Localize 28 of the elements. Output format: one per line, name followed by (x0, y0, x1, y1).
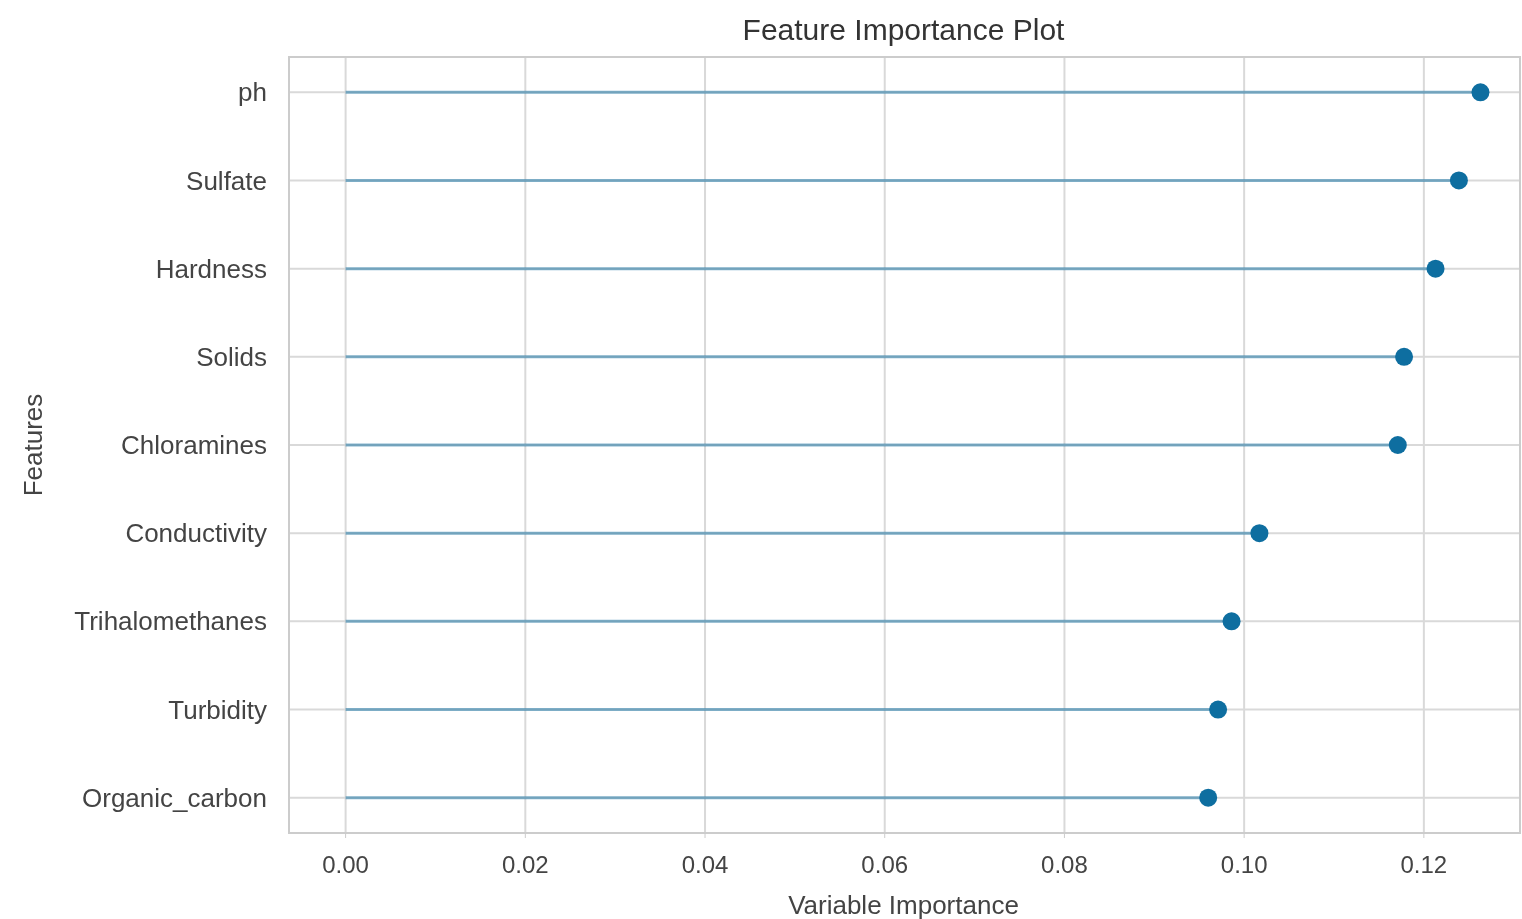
point (1388, 436, 1407, 454)
x-tick-label: 0.12 (1400, 851, 1448, 878)
point (1222, 612, 1241, 631)
x-axis-title: Variable Importance (788, 890, 1019, 919)
y-tick-label: Trihalomethanes (74, 606, 267, 637)
point (1199, 788, 1218, 807)
point (1471, 83, 1490, 102)
y-tick-label: Solids (196, 341, 267, 372)
y-tick-label: Organic_carbon (82, 782, 267, 813)
y-tick-label: Chloramines (121, 430, 267, 461)
y-tick-label: Sulfate (186, 165, 267, 196)
y-tick-label: Conductivity (125, 518, 267, 549)
chart-title: Feature Importance Plot (742, 13, 1066, 46)
point (1449, 171, 1468, 190)
x-tick-label: 0.00 (322, 851, 369, 878)
point (1250, 524, 1269, 543)
y-tick-label: Hardness (155, 253, 267, 284)
y-axis-title: Features (18, 393, 48, 497)
y-tick-label: ph (238, 77, 267, 108)
x-tick-label: 0.10 (1220, 851, 1268, 878)
x-tick-label: 0.02 (501, 851, 549, 878)
point (1426, 259, 1445, 278)
x-tick-label: 0.08 (1041, 851, 1088, 878)
point (1395, 347, 1414, 366)
point (1209, 700, 1228, 719)
y-tick-label: Turbidity (168, 694, 267, 725)
x-tick-label: 0.06 (861, 851, 909, 878)
x-tick-label: 0.04 (681, 851, 729, 878)
